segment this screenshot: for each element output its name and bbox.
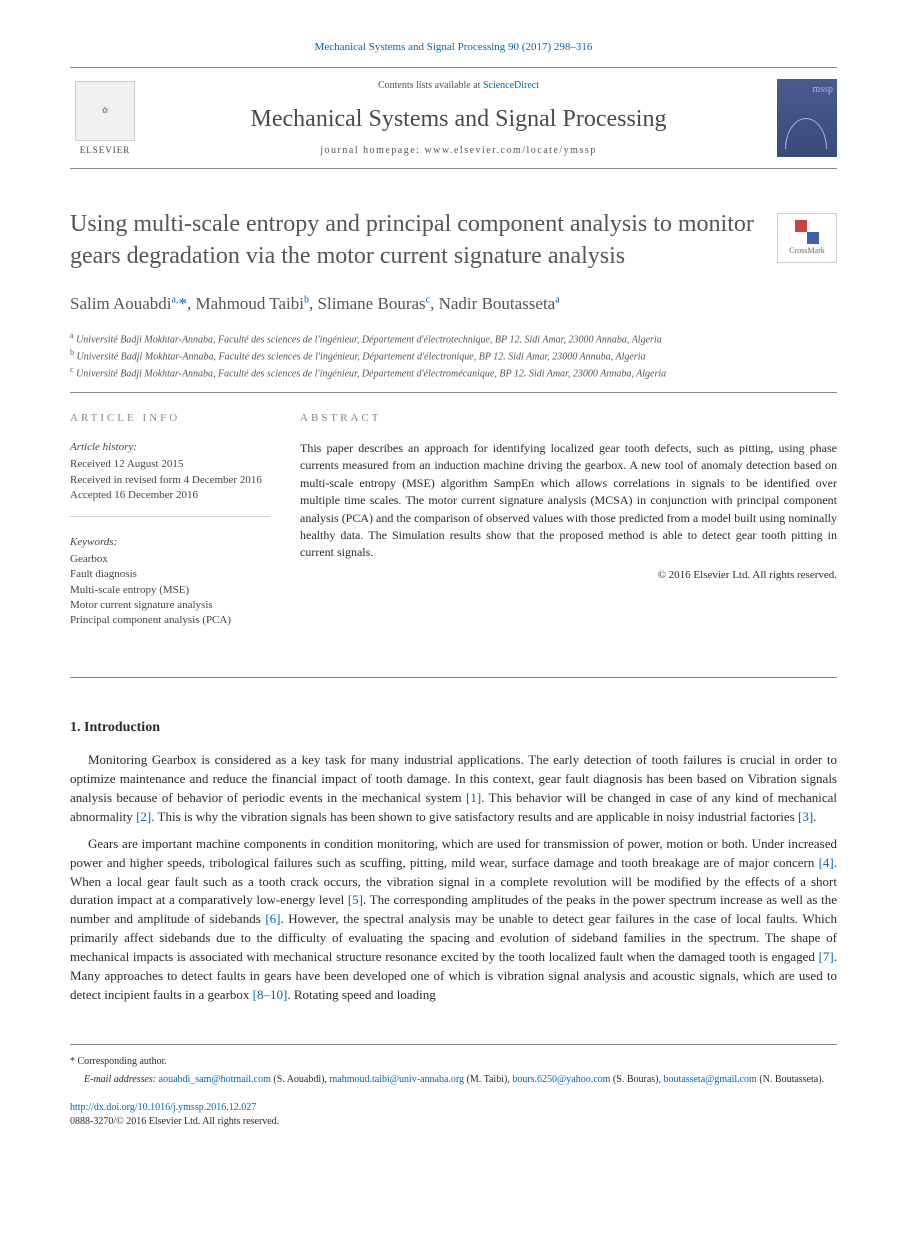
journal-header: ✿ ELSEVIER Contents lists available at S… bbox=[70, 67, 837, 169]
footer-block: * Corresponding author. E-mail addresses… bbox=[70, 1044, 837, 1129]
keyword-line: Motor current signature analysis bbox=[70, 598, 270, 613]
history-line: Received 12 August 2015 bbox=[70, 457, 270, 472]
abstract-copyright: © 2016 Elsevier Ltd. All rights reserved… bbox=[300, 568, 837, 583]
email-addresses-line: E-mail addresses: aouabdi_sam@hotmail.co… bbox=[70, 1073, 837, 1087]
issn-line: 0888-3270/© 2016 Elsevier Ltd. All right… bbox=[70, 1116, 279, 1127]
article-title: Using multi-scale entropy and principal … bbox=[70, 209, 837, 271]
history-line: Accepted 16 December 2016 bbox=[70, 488, 270, 503]
section-heading: 1. Introduction bbox=[70, 718, 837, 738]
journal-homepage: journal homepage: www.elsevier.com/locat… bbox=[156, 144, 761, 158]
body-paragraph: Monitoring Gearbox is considered as a ke… bbox=[70, 751, 837, 826]
info-abstract-row: ARTICLE INFO Article history: Received 1… bbox=[70, 411, 837, 678]
author-email-link[interactable]: boutasseta@gmail.com bbox=[663, 1074, 756, 1085]
abstract-text: This paper describes an approach for ide… bbox=[300, 440, 837, 562]
publisher-name: ELSEVIER bbox=[80, 144, 131, 157]
author-email-link[interactable]: mahmoud.taibi@univ-annaba.org bbox=[329, 1074, 464, 1085]
journal-cover-thumbnail: mssp bbox=[777, 79, 837, 157]
affiliation-line: a Université Badji Mokhtar-Annaba, Facul… bbox=[70, 330, 837, 347]
keyword-line: Fault diagnosis bbox=[70, 567, 270, 582]
doi-block: http://dx.doi.org/10.1016/j.ymssp.2016.1… bbox=[70, 1101, 837, 1129]
authors-line: Salim Aouabdia,*, Mahmoud Taibib, Sliman… bbox=[70, 292, 837, 316]
history-line: Received in revised form 4 December 2016 bbox=[70, 473, 270, 488]
corresponding-author-note: * Corresponding author. bbox=[70, 1055, 837, 1069]
crossmark-icon bbox=[795, 220, 819, 244]
affiliation-line: c Université Badji Mokhtar-Annaba, Facul… bbox=[70, 364, 837, 381]
keywords-block: Keywords: GearboxFault diagnosisMulti-sc… bbox=[70, 535, 270, 641]
elsevier-tree-icon: ✿ bbox=[75, 81, 135, 141]
article-info-heading: ARTICLE INFO bbox=[70, 411, 270, 426]
author-email-link[interactable]: aouabdi_sam@hotmail.com bbox=[159, 1074, 271, 1085]
sciencedirect-link[interactable]: ScienceDirect bbox=[483, 80, 539, 91]
abstract-heading: ABSTRACT bbox=[300, 411, 837, 426]
citation-line: Mechanical Systems and Signal Processing… bbox=[70, 40, 837, 55]
crossmark-label: CrossMark bbox=[789, 246, 825, 256]
abstract-column: ABSTRACT This paper describes an approac… bbox=[300, 411, 837, 659]
keywords-label: Keywords: bbox=[70, 535, 270, 550]
header-center: Contents lists available at ScienceDirec… bbox=[156, 79, 761, 159]
article-history-block: Article history: Received 12 August 2015… bbox=[70, 440, 270, 517]
contents-available: Contents lists available at ScienceDirec… bbox=[156, 79, 761, 93]
affiliations: a Université Badji Mokhtar-Annaba, Facul… bbox=[70, 330, 837, 393]
body-paragraph: Gears are important machine components i… bbox=[70, 835, 837, 1005]
keyword-line: Multi-scale entropy (MSE) bbox=[70, 583, 270, 598]
elsevier-logo: ✿ ELSEVIER bbox=[70, 78, 140, 158]
journal-name: Mechanical Systems and Signal Processing bbox=[156, 103, 761, 137]
history-label: Article history: bbox=[70, 440, 270, 455]
crossmark-badge[interactable]: CrossMark bbox=[777, 213, 837, 263]
article-info-column: ARTICLE INFO Article history: Received 1… bbox=[70, 411, 270, 659]
affiliation-line: b Université Badji Mokhtar-Annaba, Facul… bbox=[70, 347, 837, 364]
contents-prefix: Contents lists available at bbox=[378, 80, 483, 91]
title-text: Using multi-scale entropy and principal … bbox=[70, 211, 754, 268]
keyword-line: Gearbox bbox=[70, 552, 270, 567]
body-sections: 1. Introduction Monitoring Gearbox is con… bbox=[70, 718, 837, 1005]
keyword-line: Principal component analysis (PCA) bbox=[70, 613, 270, 628]
doi-link[interactable]: http://dx.doi.org/10.1016/j.ymssp.2016.1… bbox=[70, 1102, 256, 1113]
author-email-link[interactable]: bours.6250@yahoo.com bbox=[512, 1074, 610, 1085]
